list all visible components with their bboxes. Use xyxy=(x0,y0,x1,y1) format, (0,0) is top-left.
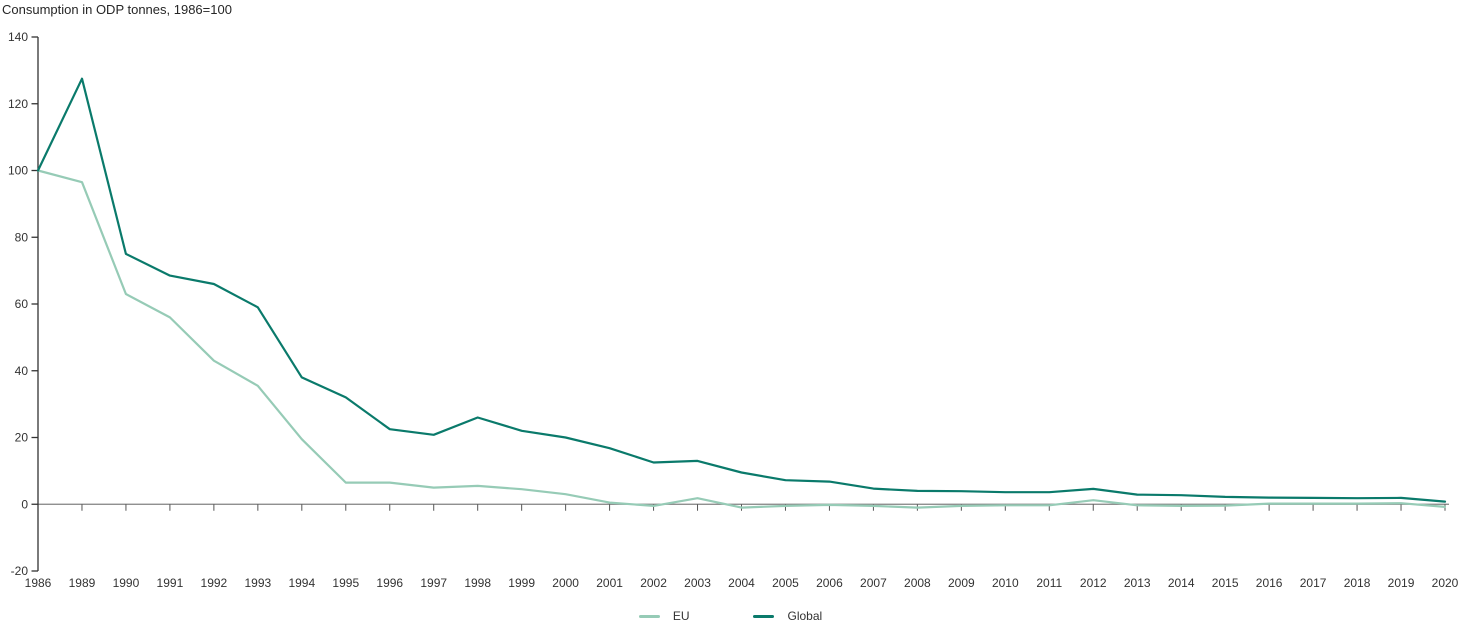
x-tick-label: 1990 xyxy=(113,576,140,590)
x-tick-label: 2005 xyxy=(772,576,799,590)
x-tick-label: 2013 xyxy=(1124,576,1151,590)
x-tick-label: 1992 xyxy=(201,576,228,590)
x-tick-label: 1996 xyxy=(376,576,403,590)
y-tick-label: 20 xyxy=(15,431,29,445)
x-tick-label: 2012 xyxy=(1080,576,1107,590)
y-tick-label: 60 xyxy=(15,297,29,311)
x-tick-label: 1991 xyxy=(157,576,184,590)
x-tick-label: 2008 xyxy=(904,576,931,590)
y-tick-label: 140 xyxy=(8,30,28,44)
global-line xyxy=(36,77,1447,503)
x-tick-label: 2007 xyxy=(860,576,887,590)
y-tick-label: -20 xyxy=(11,564,29,578)
y-tick-label: 100 xyxy=(8,164,28,178)
legend-swatch-eu-line-icon xyxy=(638,614,660,618)
x-tick-label: 2001 xyxy=(596,576,623,590)
x-tick-label: 1994 xyxy=(288,576,315,590)
x-tick-label: 2003 xyxy=(684,576,711,590)
legend-item-eu[interactable]: EU xyxy=(638,609,690,623)
x-tick-label: 2002 xyxy=(640,576,667,590)
x-tick-label: 1999 xyxy=(508,576,535,590)
x-tick-label: 2004 xyxy=(728,576,755,590)
y-tick-label: 120 xyxy=(8,97,28,111)
x-tick-label: 2009 xyxy=(948,576,975,590)
x-tick-label: 1998 xyxy=(464,576,491,590)
x-tick-label: 1995 xyxy=(332,576,359,590)
x-tick-label: 2000 xyxy=(552,576,579,590)
legend-label: EU xyxy=(672,609,690,623)
x-tick-label: 1989 xyxy=(69,576,96,590)
x-tick-label: 2015 xyxy=(1212,576,1239,590)
x-tick-label: 2006 xyxy=(816,576,843,590)
x-tick-label: 2014 xyxy=(1168,576,1195,590)
y-tick-label: 0 xyxy=(21,497,28,511)
x-tick-label: 2019 xyxy=(1388,576,1415,590)
x-tick-label: 1993 xyxy=(244,576,271,590)
x-tick-label: 2010 xyxy=(992,576,1019,590)
legend-item-global[interactable]: Global xyxy=(753,609,822,623)
x-tick-label: 2018 xyxy=(1344,576,1371,590)
chart-title: Consumption in ODP tonnes, 1986=100 xyxy=(2,2,232,17)
x-tick-label: 2016 xyxy=(1256,576,1283,590)
x-tick-label: 2017 xyxy=(1300,576,1327,590)
x-tick-label: 1997 xyxy=(420,576,447,590)
chart-legend: EU Global xyxy=(0,609,1461,623)
x-tick-label: 2020 xyxy=(1432,576,1459,590)
legend-swatch-global-line-icon xyxy=(753,614,775,618)
eu-line xyxy=(36,169,1447,509)
legend-label: Global xyxy=(787,609,823,623)
y-tick-label: 80 xyxy=(15,230,29,244)
x-tick-label: 2011 xyxy=(1036,576,1062,590)
y-tick-label: 40 xyxy=(15,364,29,378)
x-tick-label: 1986 xyxy=(25,576,52,590)
